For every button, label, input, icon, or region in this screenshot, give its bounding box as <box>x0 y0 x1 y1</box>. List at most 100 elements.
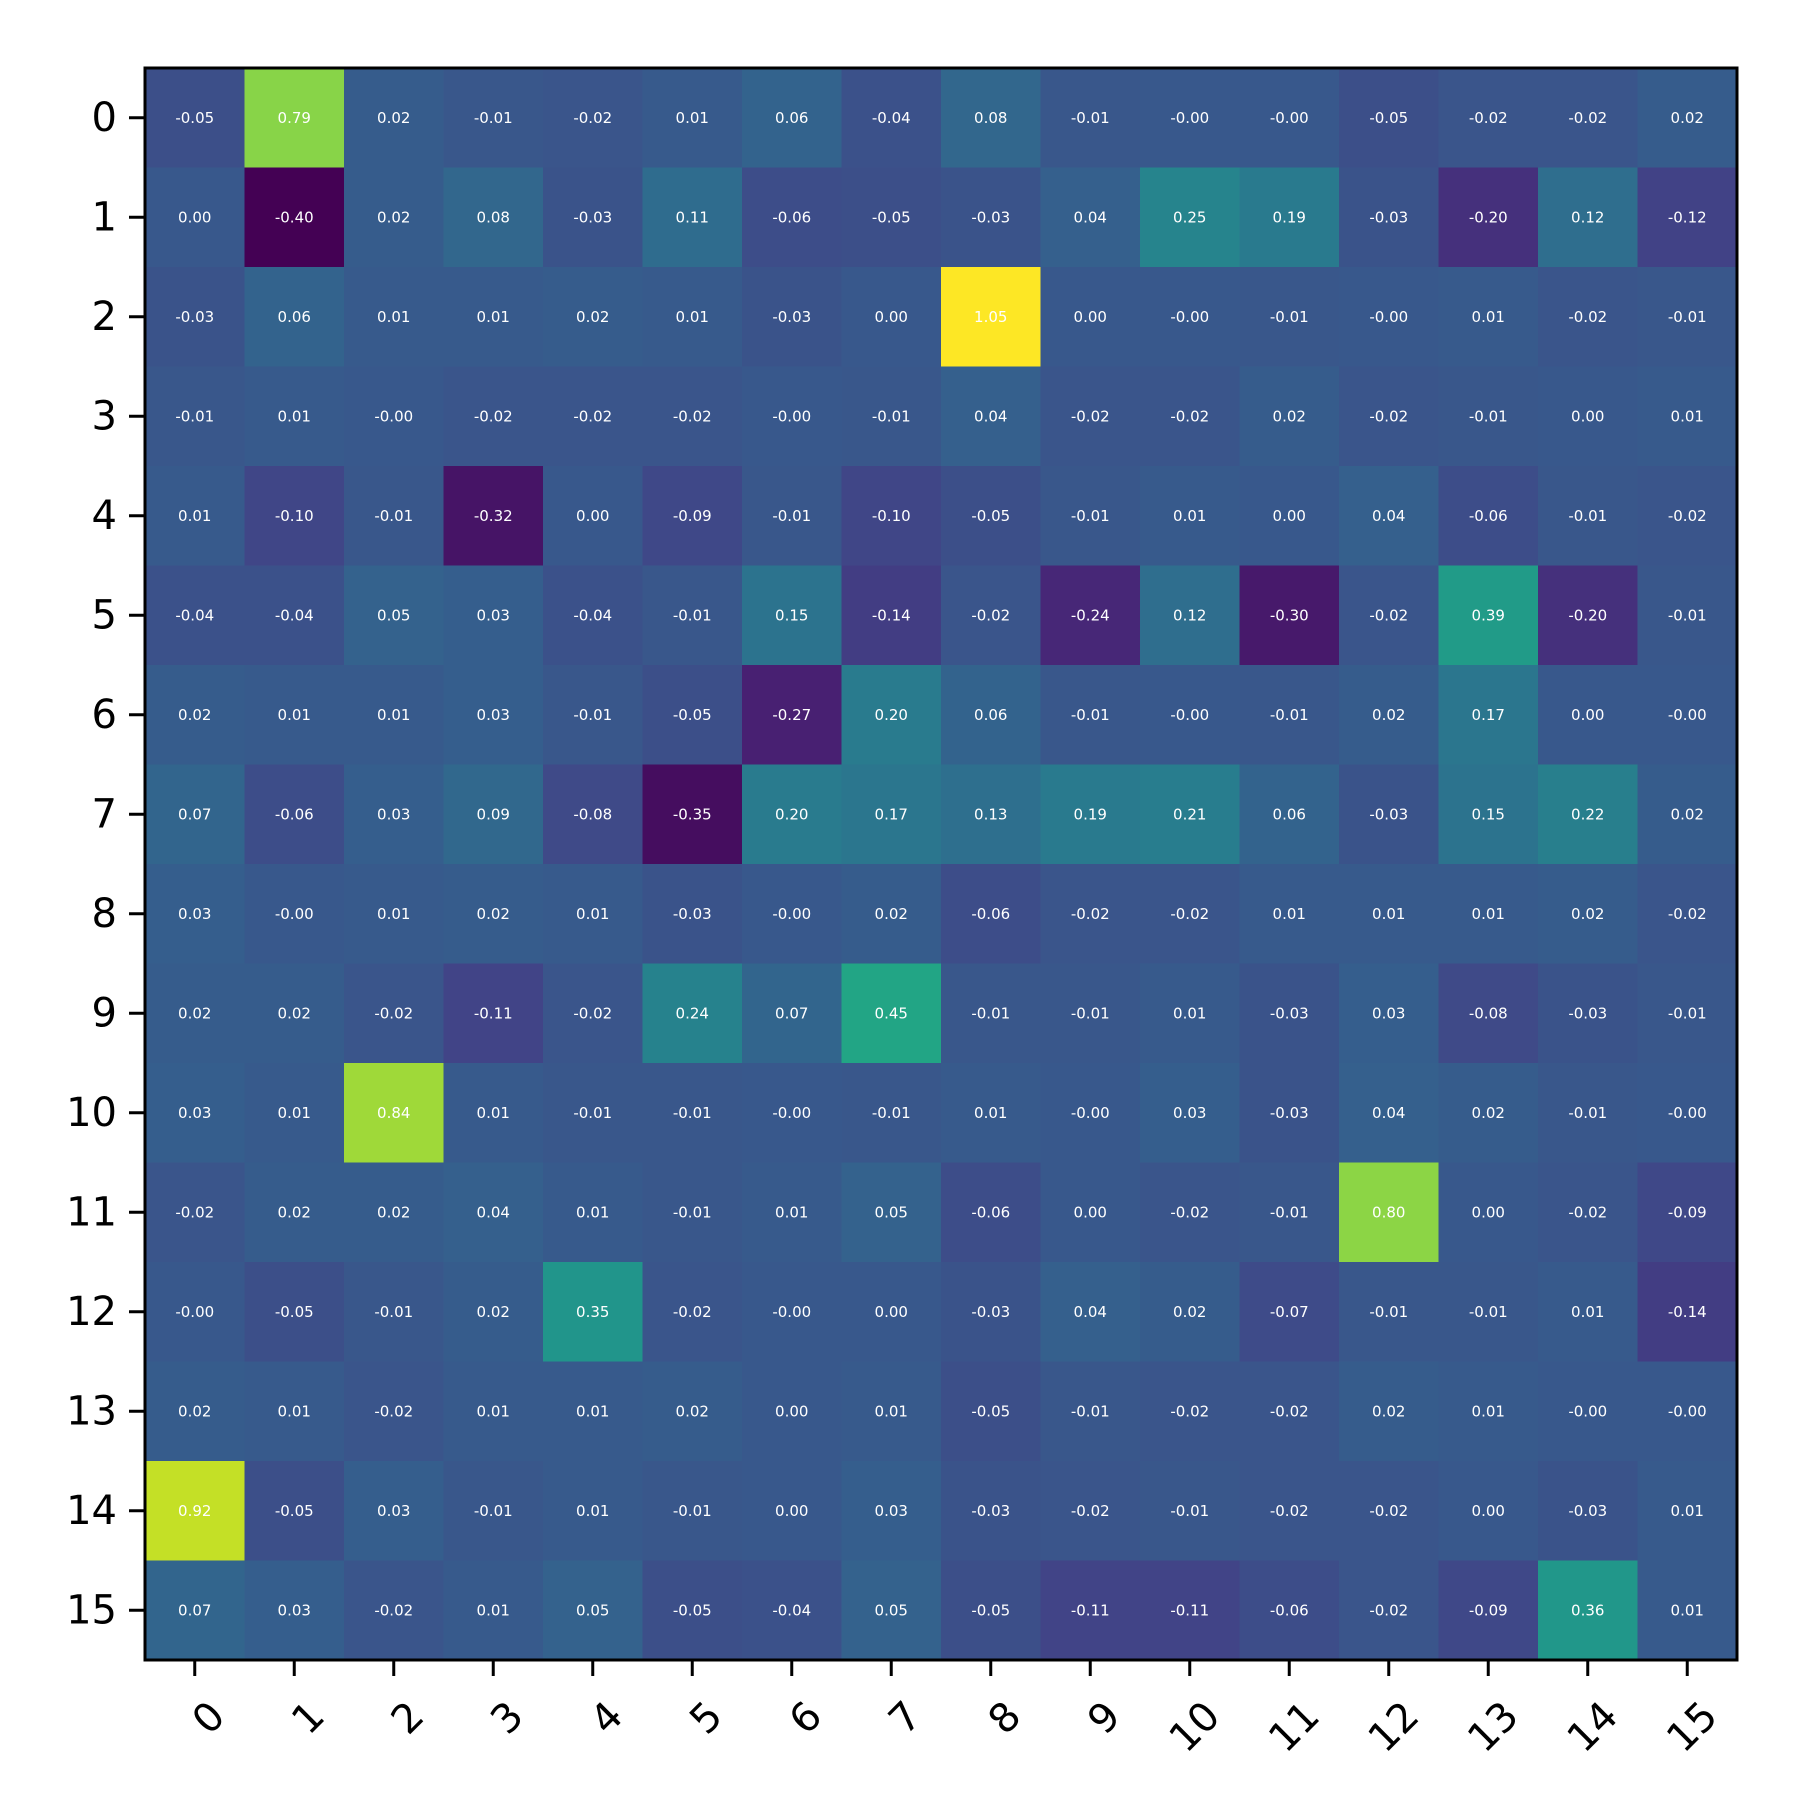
heatmap-cell <box>941 466 1042 567</box>
cell-value-label: -0.02 <box>971 606 1010 624</box>
heatmap-cell <box>344 167 445 268</box>
heatmap-cell <box>941 267 1042 368</box>
y-tick-label: 7 <box>92 791 117 837</box>
heatmap-cell <box>642 565 743 666</box>
cell-value-label: -0.10 <box>872 507 911 525</box>
cell-value-label: -0.02 <box>573 1004 612 1022</box>
cell-value-label: 0.01 <box>775 1203 808 1221</box>
heatmap-cell <box>841 565 942 666</box>
y-tick-label: 4 <box>92 493 117 539</box>
heatmap-cell <box>742 366 843 467</box>
cell-value-label: 0.02 <box>178 1402 211 1420</box>
cell-value-label: -0.27 <box>772 706 811 724</box>
cell-value-label: -0.05 <box>175 109 214 127</box>
heatmap-cell <box>1438 1063 1539 1164</box>
heatmap-cell <box>1438 68 1539 169</box>
heatmap-cell <box>841 68 942 169</box>
heatmap-cells <box>145 68 1738 1661</box>
heatmap-cell <box>742 1162 843 1263</box>
x-tick-label: 15 <box>1658 1693 1727 1762</box>
heatmap-cell <box>344 68 445 169</box>
heatmap-cell <box>642 1560 743 1661</box>
heatmap-cell <box>543 764 644 865</box>
heatmap-cell <box>1040 864 1141 965</box>
cell-value-label: -0.02 <box>1668 905 1707 923</box>
cell-value-label: -0.10 <box>275 507 314 525</box>
cell-value-label: 0.21 <box>1173 805 1206 823</box>
cell-value-label: 0.20 <box>875 706 908 724</box>
heatmap-cell <box>642 366 743 467</box>
heatmap-cell <box>443 1262 544 1363</box>
cell-value-label: 0.01 <box>576 1402 609 1420</box>
heatmap-cell <box>642 963 743 1064</box>
heatmap-cell <box>1040 466 1141 567</box>
heatmap-cell <box>145 1063 246 1164</box>
heatmap-cell <box>1637 665 1738 766</box>
heatmap-cell <box>244 466 345 567</box>
heatmap-cell <box>742 167 843 268</box>
heatmap-cell <box>1339 466 1440 567</box>
cell-value-label: -0.00 <box>772 1303 811 1321</box>
cell-value-label: -0.02 <box>673 407 712 425</box>
heatmap-cell <box>1239 963 1340 1064</box>
cell-value-label: -0.35 <box>673 805 712 823</box>
cell-value-label: 0.02 <box>278 1004 311 1022</box>
cell-value-labels: -0.05 0.79 0.02 -0.01 -0.02 0.01 0.06 -0.04 0.08… <box>175 109 1706 1620</box>
cell-value-label: -0.01 <box>971 1004 1010 1022</box>
heatmap-cell <box>642 1461 743 1562</box>
cell-value-label: 0.02 <box>1671 109 1704 127</box>
heatmap-cell <box>1438 267 1539 368</box>
cell-value-label: 0.05 <box>377 606 410 624</box>
heatmap-cell <box>1040 1461 1141 1562</box>
heatmap-cell <box>244 665 345 766</box>
cell-value-label: -0.02 <box>1369 1502 1408 1520</box>
cell-value-label: -0.01 <box>374 1303 413 1321</box>
heatmap-cell <box>941 565 1042 666</box>
cell-value-label: -0.12 <box>1668 208 1707 226</box>
heatmap-cell <box>543 1560 644 1661</box>
heatmap-cell <box>244 963 345 1064</box>
heatmap-cell <box>1637 267 1738 368</box>
heatmap-cell <box>742 565 843 666</box>
cell-value-label: -0.06 <box>772 208 811 226</box>
cell-value-label: 0.00 <box>576 507 609 525</box>
cell-value-label: -0.01 <box>474 1502 513 1520</box>
heatmap-cell <box>145 665 246 766</box>
heatmap-cell <box>1538 864 1639 965</box>
cell-value-label: -0.01 <box>1270 1203 1309 1221</box>
heatmap-cell <box>841 665 942 766</box>
cell-value-label: -0.06 <box>1270 1601 1309 1619</box>
heatmap-cell <box>1339 167 1440 268</box>
heatmap-cell <box>742 764 843 865</box>
heatmap-cell <box>1239 1262 1340 1363</box>
cell-value-label: -0.03 <box>175 308 214 326</box>
heatmap-cell <box>941 665 1042 766</box>
heatmap-cell <box>1637 1461 1738 1562</box>
cell-value-label: -0.40 <box>275 208 314 226</box>
cell-value-label: -0.01 <box>673 606 712 624</box>
cell-value-label: -0.02 <box>573 109 612 127</box>
heatmap-cell <box>742 1063 843 1164</box>
heatmap-cell <box>344 764 445 865</box>
cell-value-label: -0.08 <box>573 805 612 823</box>
heatmap-cell <box>1040 68 1141 169</box>
heatmap-cell <box>1040 267 1141 368</box>
cell-value-label: -0.02 <box>1369 1601 1408 1619</box>
heatmap-cell <box>1140 565 1241 666</box>
heatmap-cell <box>1239 68 1340 169</box>
heatmap-cell <box>1239 764 1340 865</box>
y-tick-label: 13 <box>66 1388 117 1434</box>
x-tick-label: 9 <box>1079 1693 1130 1744</box>
heatmap-cell <box>443 267 544 368</box>
heatmap-cell <box>841 1361 942 1462</box>
heatmap-cell <box>742 267 843 368</box>
cell-value-label: 0.25 <box>1173 208 1206 226</box>
heatmap-cell <box>344 864 445 965</box>
heatmap-cell <box>1538 963 1639 1064</box>
heatmap-cell <box>1538 267 1639 368</box>
heatmap-cell <box>1040 1361 1141 1462</box>
x-tick-label: 6 <box>781 1693 832 1744</box>
y-tick-label: 0 <box>92 95 117 141</box>
heatmap-cell <box>1239 466 1340 567</box>
cell-value-label: 0.01 <box>278 706 311 724</box>
